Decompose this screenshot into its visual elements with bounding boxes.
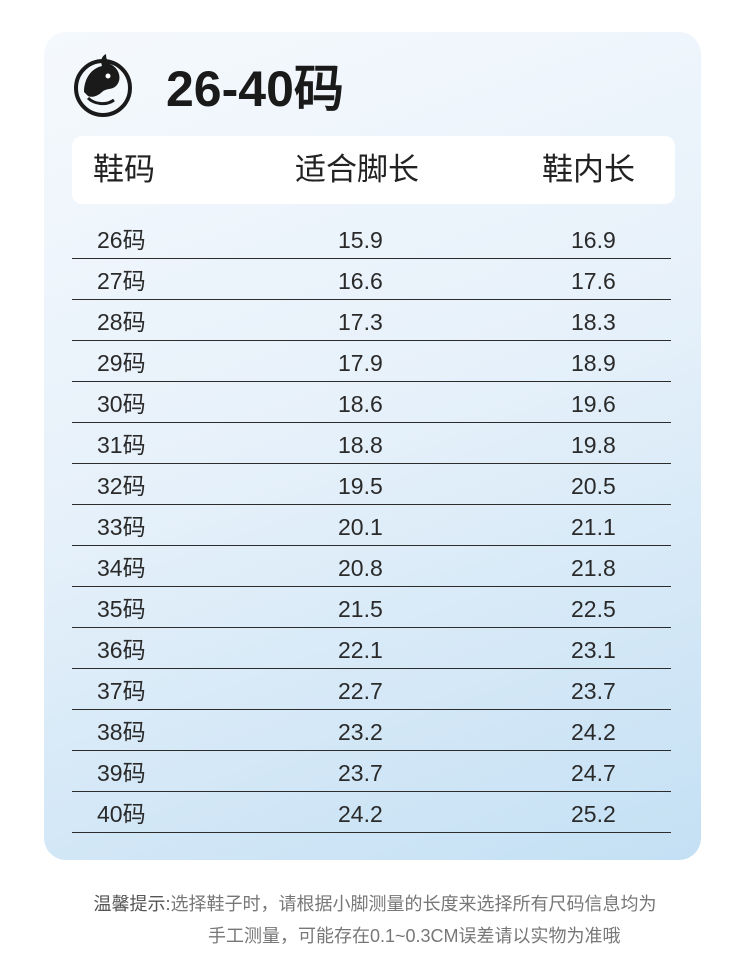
cell-inner-length: 21.8 xyxy=(571,555,616,581)
cell-foot-length: 18.8 xyxy=(338,432,383,458)
cell-size: 33码 xyxy=(97,514,146,540)
tip-line-1: 温馨提示:选择鞋子时，请根据小脚测量的长度来选择所有尺码信息均为 xyxy=(0,890,750,916)
cell-foot-length: 23.7 xyxy=(338,760,383,786)
table-header: 鞋码 适合脚长 鞋内长 xyxy=(72,136,675,204)
cell-foot-length: 24.2 xyxy=(338,801,383,827)
table-row: 28码 17.3 18.3 xyxy=(72,300,671,341)
cell-inner-length: 17.6 xyxy=(571,268,616,294)
cell-foot-length: 17.9 xyxy=(338,350,383,376)
table-row: 33码 20.1 21.1 xyxy=(72,505,671,546)
cell-inner-length: 18.3 xyxy=(571,309,616,335)
cell-size: 26码 xyxy=(97,227,146,253)
cell-size: 27码 xyxy=(97,268,146,294)
cell-size: 34码 xyxy=(97,555,146,581)
table-body: 26码 15.9 16.9 27码 16.6 17.6 28码 17.3 18.… xyxy=(72,218,671,833)
page-title: 26-40码 xyxy=(166,61,344,117)
header-foot-length: 适合脚长 xyxy=(295,152,419,187)
cell-foot-length: 22.7 xyxy=(338,678,383,704)
table-row: 35码 21.5 22.5 xyxy=(72,587,671,628)
cell-size: 35码 xyxy=(97,596,146,622)
cell-foot-length: 20.1 xyxy=(338,514,383,540)
cell-foot-length: 17.3 xyxy=(338,309,383,335)
header-inner-length: 鞋内长 xyxy=(542,152,635,187)
cell-size: 28码 xyxy=(97,309,146,335)
table-row: 27码 16.6 17.6 xyxy=(72,259,671,300)
cell-inner-length: 21.1 xyxy=(571,514,616,540)
cell-foot-length: 23.2 xyxy=(338,719,383,745)
cell-foot-length: 19.5 xyxy=(338,473,383,499)
cell-inner-length: 18.9 xyxy=(571,350,616,376)
cell-foot-length: 16.6 xyxy=(338,268,383,294)
cell-size: 36码 xyxy=(97,637,146,663)
table-row: 34码 20.8 21.8 xyxy=(72,546,671,587)
cell-foot-length: 18.6 xyxy=(338,391,383,417)
table-row: 30码 18.6 19.6 xyxy=(72,382,671,423)
cell-foot-length: 22.1 xyxy=(338,637,383,663)
tip-line-2: 手工测量，可能存在0.1~0.3CM误差请以实物为准哦 xyxy=(112,922,712,948)
cell-inner-length: 19.8 xyxy=(571,432,616,458)
table-row: 31码 18.8 19.8 xyxy=(72,423,671,464)
table-row: 38码 23.2 24.2 xyxy=(72,710,671,751)
cell-size: 29码 xyxy=(97,350,146,376)
cell-size: 30码 xyxy=(97,391,146,417)
table-row: 26码 15.9 16.9 xyxy=(72,218,671,259)
table-row: 39码 23.7 24.7 xyxy=(72,751,671,792)
cell-size: 40码 xyxy=(97,801,146,827)
cell-foot-length: 21.5 xyxy=(338,596,383,622)
header-shoe-size: 鞋码 xyxy=(93,152,155,187)
cell-size: 32码 xyxy=(97,473,146,499)
table-row: 36码 22.1 23.1 xyxy=(72,628,671,669)
cell-inner-length: 24.2 xyxy=(571,719,616,745)
cell-inner-length: 16.9 xyxy=(571,227,616,253)
cell-inner-length: 19.6 xyxy=(571,391,616,417)
tip-text-2: 手工测量，可能存在0.1~0.3CM误差请以实物为准哦 xyxy=(208,926,621,946)
cell-inner-length: 23.7 xyxy=(571,678,616,704)
cell-size: 37码 xyxy=(97,678,146,704)
cell-size: 38码 xyxy=(97,719,146,745)
cell-inner-length: 20.5 xyxy=(571,473,616,499)
table-row: 32码 19.5 20.5 xyxy=(72,464,671,505)
cell-inner-length: 24.7 xyxy=(571,760,616,786)
horse-head-logo-icon xyxy=(74,54,132,117)
cell-inner-length: 23.1 xyxy=(571,637,616,663)
cell-inner-length: 25.2 xyxy=(571,801,616,827)
table-row: 37码 22.7 23.7 xyxy=(72,669,671,710)
cell-inner-length: 22.5 xyxy=(571,596,616,622)
chart-header: 26-40码 xyxy=(70,50,344,120)
tip-lead: 温馨提示: xyxy=(93,894,171,914)
cell-size: 39码 xyxy=(97,760,146,786)
cell-size: 31码 xyxy=(97,432,146,458)
cell-foot-length: 20.8 xyxy=(338,555,383,581)
cell-foot-length: 15.9 xyxy=(338,227,383,253)
table-row: 29码 17.9 18.9 xyxy=(72,341,671,382)
table-row: 40码 24.2 25.2 xyxy=(72,792,671,833)
tip-text-1: 选择鞋子时，请根据小脚测量的长度来选择所有尺码信息均为 xyxy=(170,894,657,914)
